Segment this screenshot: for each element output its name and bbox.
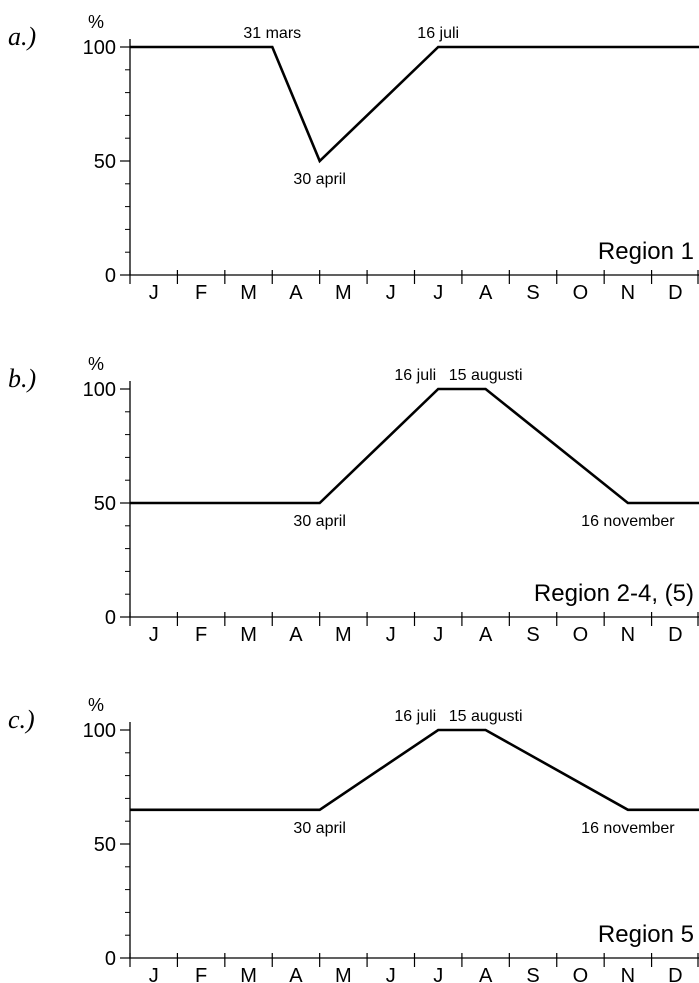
x-month-label: J <box>149 624 159 646</box>
data-annotation: 16 november <box>581 820 675 837</box>
y-tick-label: 100 <box>83 720 116 742</box>
data-annotation: 16 juli <box>394 367 436 384</box>
series-line <box>130 45 699 164</box>
data-annotation: 15 augusti <box>449 708 523 725</box>
x-month-label: N <box>621 282 635 304</box>
x-month-label: J <box>433 282 443 304</box>
x-month-label: F <box>195 282 207 304</box>
panel-label: b.) <box>8 364 36 393</box>
x-month-label: D <box>668 965 682 983</box>
x-month-label: M <box>240 282 257 304</box>
x-month-label: D <box>668 624 682 646</box>
y-tick-label: 100 <box>83 379 116 401</box>
x-month-label: S <box>526 965 539 983</box>
x-month-label: A <box>479 965 493 983</box>
y-tick-label: 50 <box>94 834 116 856</box>
x-month-label: M <box>335 624 352 646</box>
x-month-label: S <box>526 282 539 304</box>
data-annotation: 16 november <box>581 513 675 530</box>
panel-label: a.) <box>8 22 36 51</box>
x-month-label: M <box>240 624 257 646</box>
x-month-label: A <box>479 282 493 304</box>
x-month-label: F <box>195 965 207 983</box>
y-tick-label: 0 <box>105 948 116 970</box>
x-month-label: J <box>149 965 159 983</box>
x-month-label: O <box>573 282 589 304</box>
y-tick-label: 0 <box>105 607 116 629</box>
x-month-label: J <box>149 282 159 304</box>
data-annotation: 30 april <box>293 820 345 837</box>
y-tick-label: 0 <box>105 265 116 287</box>
panel-label: c.) <box>8 705 35 734</box>
series-line <box>130 728 699 812</box>
region-label: Region 1 <box>598 238 694 265</box>
x-month-label: M <box>335 965 352 983</box>
y-tick-label: 100 <box>83 37 116 59</box>
x-month-label: M <box>240 965 257 983</box>
x-month-label: S <box>526 624 539 646</box>
x-month-label: N <box>621 965 635 983</box>
data-annotation: 16 juli <box>417 25 459 42</box>
x-month-label: J <box>386 965 396 983</box>
data-annotation: 15 augusti <box>449 367 523 384</box>
data-annotation: 16 juli <box>394 708 436 725</box>
x-month-label: A <box>289 965 303 983</box>
x-month-label: A <box>479 624 493 646</box>
series-line <box>130 387 699 505</box>
data-annotation: 31 mars <box>243 25 301 42</box>
region-label: Region 5 <box>598 921 694 948</box>
x-month-label: J <box>386 624 396 646</box>
x-month-label: M <box>335 282 352 304</box>
region-label: Region 2-4, (5) <box>534 580 694 607</box>
x-month-label: O <box>573 965 589 983</box>
data-annotation: 30 april <box>293 513 345 530</box>
y-unit-label: % <box>88 12 104 32</box>
x-month-label: O <box>573 624 589 646</box>
x-month-label: A <box>289 624 303 646</box>
x-month-label: D <box>668 282 682 304</box>
data-annotation: 30 april <box>293 171 345 188</box>
x-month-label: J <box>386 282 396 304</box>
x-month-label: J <box>433 624 443 646</box>
y-tick-label: 50 <box>94 493 116 515</box>
x-month-label: A <box>289 282 303 304</box>
x-month-label: J <box>433 965 443 983</box>
y-unit-label: % <box>88 354 104 374</box>
y-tick-label: 50 <box>94 151 116 173</box>
y-unit-label: % <box>88 695 104 715</box>
x-month-label: N <box>621 624 635 646</box>
x-month-label: F <box>195 624 207 646</box>
